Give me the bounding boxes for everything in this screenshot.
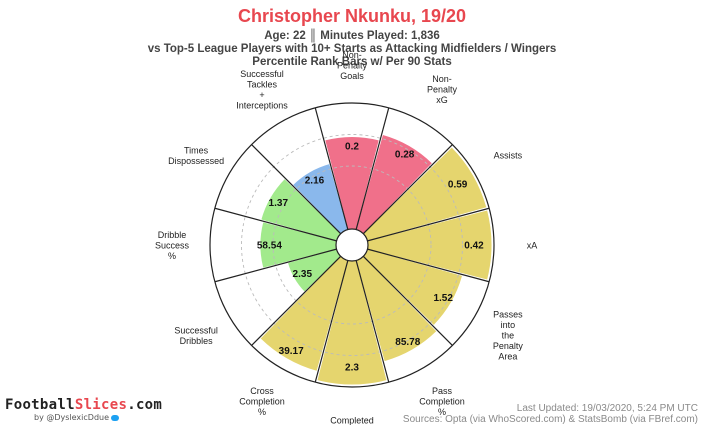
category-label: Times Dispossessed [168,145,224,166]
last-updated: Last Updated: 19/03/2020, 5:24 PM UTC [516,403,698,414]
bar-successful-tackles-interceptions [293,164,348,234]
value-label: 0.28 [395,149,415,160]
category-label: Pass Completion% [419,386,465,417]
bar-dribble-success [260,222,337,268]
bar-non-penalty-xg [356,134,432,234]
grid-ring [272,165,432,325]
value-label: 58.54 [257,241,282,252]
category-label: xA [527,241,538,251]
bar-completed-crosses [317,260,387,385]
category-label: Dribble Success% [155,230,190,261]
category-label: Cross Completion% [239,386,285,417]
value-label: 2.35 [293,269,313,280]
spoke-line [214,248,337,283]
spoke-line [251,255,342,346]
category-label: CompletedCrosses [330,415,374,425]
chart-title: Christopher Nkunku, 19/20 [237,6,467,26]
spoke-line [362,255,453,346]
bar-successful-dribbles [288,249,341,292]
spoke-line [367,248,490,283]
bar-non-penalty-goals [325,137,379,230]
value-label: 1.37 [269,198,289,209]
value-label: 0.2 [345,142,359,153]
spoke-line [314,107,349,230]
value-label: 2.16 [305,176,325,187]
category-label: Successful Dribbles [174,325,218,346]
category-label: Non-Penalty xG [427,74,458,105]
value-label: 2.3 [345,363,359,374]
grid-ring [241,134,463,356]
category-label: Non-Penalty Goals [337,50,368,81]
spoke-line [367,207,490,242]
spoke-line [214,207,337,242]
center-circle [335,228,369,262]
value-label: 39.17 [279,346,304,357]
percentile-subtitle: Percentile Rank Bars w/ Per 90 Stats [252,56,452,68]
spoke-line [314,260,349,383]
spoke-line [355,107,390,230]
spoke-line [362,144,453,235]
value-label: 85.78 [395,337,420,348]
twitter-icon [111,414,120,421]
category-label: Successful Tackles + Interceptions [236,69,288,111]
bar-cross-completion [260,256,348,371]
bar-times-dispossessed [261,179,341,241]
player-info: Age: 22 ║ Minutes Played: 1,836 [264,30,440,42]
sources: Sources: Opta (via WhoScored.com) & Stat… [402,414,698,425]
bar-passes-into-the-penalty-area [363,249,463,325]
grid-ring [209,102,495,388]
comparison-subtitle: vs Top-5 League Players with 10+ Starts … [147,43,557,55]
value-label: 1.52 [433,293,453,304]
bar-xa [367,210,492,280]
value-label: 0.59 [448,180,468,191]
value-label: 0.42 [464,241,484,252]
spoke-line [251,144,342,235]
brand-logo: FootballSlices.com [5,397,163,413]
spoke-line [355,260,390,383]
byline: by @DyslexicDdue [34,413,120,422]
bar-assists [363,147,487,241]
category-label: Passes into the Penalty Area [493,310,524,362]
category-label: Assists [494,151,523,161]
